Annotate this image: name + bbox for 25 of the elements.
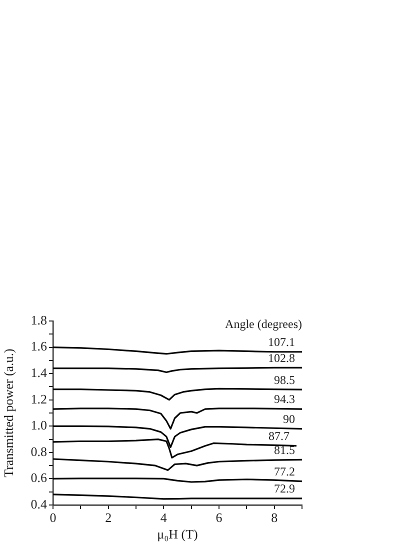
x-tick-label: 0 — [50, 510, 56, 526]
series-label: 87.7 — [268, 429, 290, 444]
x-axis-title: μ₀H (T) — [157, 526, 198, 542]
y-tick-label: 1.0 — [30, 418, 47, 433]
series-label: 107.1 — [268, 335, 295, 350]
y-tick-label: 0.4 — [30, 496, 48, 512]
series-label: 72.9 — [274, 482, 295, 496]
x-tick-label: 8 — [271, 510, 278, 526]
series-label: 90 — [283, 412, 295, 426]
y-tick-label: 1.4 — [30, 364, 48, 380]
series-label: 81.5 — [274, 442, 295, 457]
y-tick-label: 0.8 — [30, 444, 47, 459]
x-tick-label: 4 — [160, 510, 168, 526]
y-axis-title: Transmitted power (a.u.) — [1, 348, 16, 478]
y-tick-label: 0.6 — [30, 470, 48, 486]
x-tick-label: 6 — [216, 510, 223, 526]
series-label: 77.2 — [274, 464, 295, 478]
y-tick-label: 1.2 — [30, 391, 47, 406]
series-label: 94.3 — [274, 392, 295, 406]
x-tick-label: 2 — [105, 510, 112, 526]
legend-title: Angle (degrees) — [225, 317, 302, 332]
y-tick-label: 1.8 — [30, 312, 47, 328]
y-tick-label: 1.6 — [30, 338, 48, 354]
series-label: 102.8 — [268, 350, 295, 365]
series-label: 98.5 — [274, 372, 295, 387]
